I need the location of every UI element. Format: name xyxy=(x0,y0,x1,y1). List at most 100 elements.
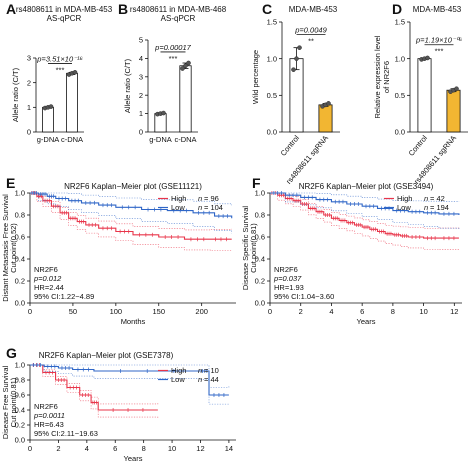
p-value: p=0.0049 xyxy=(294,25,327,34)
y-tick-label: 0.2 xyxy=(15,421,25,430)
legend-n-value: = 96 xyxy=(204,194,219,203)
chart-title: MDA-MB-453 xyxy=(413,5,462,14)
legend-label: Low xyxy=(171,203,185,212)
km-panel-f: F NR2F6 Kaplan−Meier plot (GSE3494) 0.0 0.2… xyxy=(241,175,462,326)
legend-n-value: = 10 xyxy=(204,366,219,375)
y-axis-label: Wild percentage xyxy=(251,50,260,104)
ci-band-lower xyxy=(270,192,460,251)
legend-n-value: = 104 xyxy=(204,203,223,212)
bar xyxy=(42,106,54,133)
panel-label: F xyxy=(252,175,261,191)
km-panel-e: E NR2F6 Kaplan−Meier plot (GSE11121) 0.0 0.… xyxy=(1,175,236,326)
y-tick-label: 0.0 xyxy=(15,299,25,308)
data-point xyxy=(48,104,54,109)
km-panel-g: G NR2F6 Kaplan−Meier plot (GSE7378) 0.0 0.2… xyxy=(1,345,236,462)
y-tick-label: 0.0 xyxy=(267,128,277,137)
x-tick-label: 8 xyxy=(391,307,395,316)
data-point xyxy=(294,56,299,61)
stats-line: 95% CI:1.04−3.60 xyxy=(274,292,334,301)
y-axis-label: Relative expression level xyxy=(373,35,382,118)
legend-n-value: = 42 xyxy=(430,194,445,203)
data-point xyxy=(161,110,166,116)
y-tick-label: 0.6 xyxy=(15,391,25,400)
stats-line: p=0.037 xyxy=(273,274,302,283)
panel-label: D xyxy=(392,1,402,17)
y-axis-label: Disease Specific Survival xyxy=(241,206,250,291)
ci-band-upper xyxy=(270,192,460,229)
bar-panel-c: C MDA-MB-453 0.0 0.5 1.0 1.5 Wild percentage Co… xyxy=(251,1,340,186)
chart-title: rs4808611 in MDA-MB-453 xyxy=(16,5,113,14)
x-tick-label: 8 xyxy=(142,444,146,453)
x-tick-label: 12 xyxy=(450,307,458,316)
y-tick-label: 3 xyxy=(139,72,143,81)
data-point xyxy=(186,60,191,66)
y-tick-label: 0.6 xyxy=(15,233,25,242)
legend-label: High xyxy=(171,366,186,375)
y-tick-label: 0.4 xyxy=(15,255,25,264)
x-tick-label: 0 xyxy=(28,307,32,316)
legend-label: Low xyxy=(397,203,411,212)
legend-n-label: n xyxy=(198,194,202,203)
x-tick-label: Control xyxy=(407,133,430,158)
stats-line: NR2F6 xyxy=(34,265,58,274)
panel-label: G xyxy=(6,345,17,361)
legend-n-value: = 44 xyxy=(204,375,219,384)
bar xyxy=(154,113,167,133)
bar xyxy=(417,58,432,133)
survival-curve xyxy=(270,192,459,239)
x-tick-label: 50 xyxy=(69,307,77,316)
ci-band-upper xyxy=(30,192,233,231)
stats-line: 95% CI:1.22−4.89 xyxy=(34,292,94,301)
x-tick-label: 6 xyxy=(360,307,364,316)
x-tick-label: 4 xyxy=(85,444,89,453)
x-tick-label: c-DNA xyxy=(174,135,196,144)
p-value: p=0.00017 xyxy=(154,43,191,52)
y-tick-label: 0.2 xyxy=(255,277,265,286)
bar xyxy=(446,89,461,133)
data-point xyxy=(72,70,78,75)
legend-n-label: n xyxy=(424,203,428,212)
ci-band-lower xyxy=(30,192,233,252)
bar xyxy=(66,72,78,133)
y-tick-label: 0.0 xyxy=(395,128,405,137)
ci-band-lower xyxy=(30,364,159,418)
y-axis-label-cutpoint: Cut point(0.81) xyxy=(9,377,18,427)
y-axis-label: Distant Metastasis Free Survival xyxy=(1,194,10,302)
y-tick-label: 4 xyxy=(139,54,143,63)
x-tick-label: 2 xyxy=(299,307,303,316)
significance-stars: ** xyxy=(308,36,314,45)
x-tick-label: c-DNA xyxy=(61,135,83,144)
y-axis-label: of NR2F6 xyxy=(382,61,391,93)
y-tick-label: 1.0 xyxy=(15,189,25,198)
y-tick-label: 0 xyxy=(27,128,31,137)
survival-curve xyxy=(30,364,229,396)
x-tick-label: 12 xyxy=(196,444,204,453)
y-tick-label: 2 xyxy=(27,78,31,87)
significance-stars: *** xyxy=(56,65,65,74)
legend-n-label: n xyxy=(198,203,202,212)
bar-panel-d: D MDA-MB-453 0.0 0.5 1.0 1.5 Relative expressi… xyxy=(373,1,468,186)
survival-curve xyxy=(270,192,460,215)
y-tick-label: 1.0 xyxy=(255,189,265,198)
y-tick-label: 0.8 xyxy=(255,211,265,220)
significance-stars: *** xyxy=(435,47,444,56)
y-tick-label: 0.4 xyxy=(15,406,25,415)
ci-band-lower xyxy=(270,192,460,231)
y-tick-label: 0.6 xyxy=(255,233,265,242)
data-point xyxy=(297,45,302,50)
stats-line: 95% CI:2.11−19.63 xyxy=(34,429,98,438)
y-axis-label: Allele ratio (C/T) xyxy=(123,58,132,113)
y-tick-label: 1.0 xyxy=(267,54,277,63)
y-tick-label: 0.8 xyxy=(15,376,25,385)
panel-label: A xyxy=(6,1,16,17)
y-tick-label: 5 xyxy=(139,36,143,45)
x-tick-label: 0 xyxy=(28,444,32,453)
ci-band-upper xyxy=(30,192,233,206)
x-tick-label: 200 xyxy=(195,307,208,316)
y-axis-label-cutpoint: Cut point(0.52) xyxy=(9,223,18,273)
bar xyxy=(179,65,192,133)
legend-label: Low xyxy=(171,375,185,384)
x-tick-label: g-DNA xyxy=(37,135,60,144)
stats-line: NR2F6 xyxy=(34,402,58,411)
